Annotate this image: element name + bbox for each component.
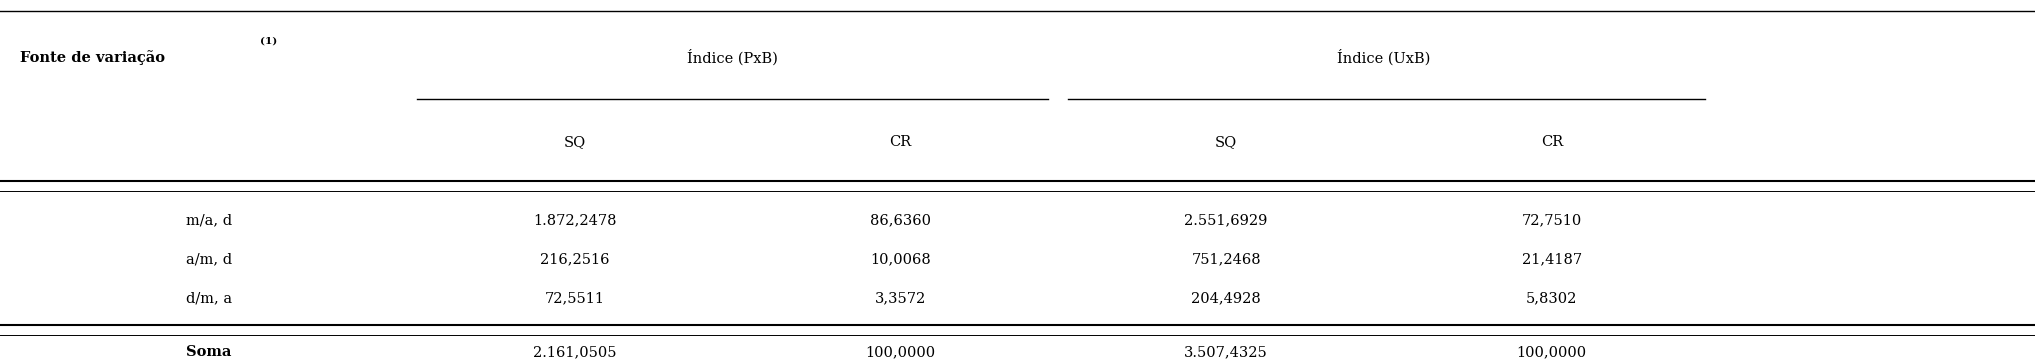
Text: Índice (UxB): Índice (UxB) bbox=[1337, 49, 1431, 66]
Text: CR: CR bbox=[889, 135, 912, 149]
Text: 204,4928: 204,4928 bbox=[1190, 291, 1262, 305]
Text: 1.872,2478: 1.872,2478 bbox=[533, 214, 617, 228]
Text: SQ: SQ bbox=[564, 135, 586, 149]
Text: 72,5511: 72,5511 bbox=[545, 291, 604, 305]
Text: 3.507,4325: 3.507,4325 bbox=[1184, 345, 1268, 359]
Text: (1): (1) bbox=[260, 37, 277, 46]
Text: d/m, a: d/m, a bbox=[185, 291, 232, 305]
Text: 21,4187: 21,4187 bbox=[1522, 253, 1581, 266]
Text: 2.161,0505: 2.161,0505 bbox=[533, 345, 617, 359]
Text: Índice (PxB): Índice (PxB) bbox=[688, 49, 777, 66]
Text: 72,7510: 72,7510 bbox=[1522, 214, 1581, 228]
Text: Fonte de variação: Fonte de variação bbox=[20, 50, 165, 65]
Text: 5,8302: 5,8302 bbox=[1526, 291, 1577, 305]
Text: 216,2516: 216,2516 bbox=[539, 253, 610, 266]
Text: 3,3572: 3,3572 bbox=[875, 291, 926, 305]
Text: 10,0068: 10,0068 bbox=[871, 253, 930, 266]
Text: a/m, d: a/m, d bbox=[185, 253, 232, 266]
Text: 751,2468: 751,2468 bbox=[1190, 253, 1262, 266]
Text: 86,6360: 86,6360 bbox=[871, 214, 930, 228]
Text: CR: CR bbox=[1540, 135, 1563, 149]
Text: 2.551,6929: 2.551,6929 bbox=[1184, 214, 1268, 228]
Text: Soma: Soma bbox=[185, 345, 232, 359]
Text: 100,0000: 100,0000 bbox=[1516, 345, 1587, 359]
Text: m/a, d: m/a, d bbox=[185, 214, 232, 228]
Text: 100,0000: 100,0000 bbox=[865, 345, 936, 359]
Text: SQ: SQ bbox=[1215, 135, 1237, 149]
